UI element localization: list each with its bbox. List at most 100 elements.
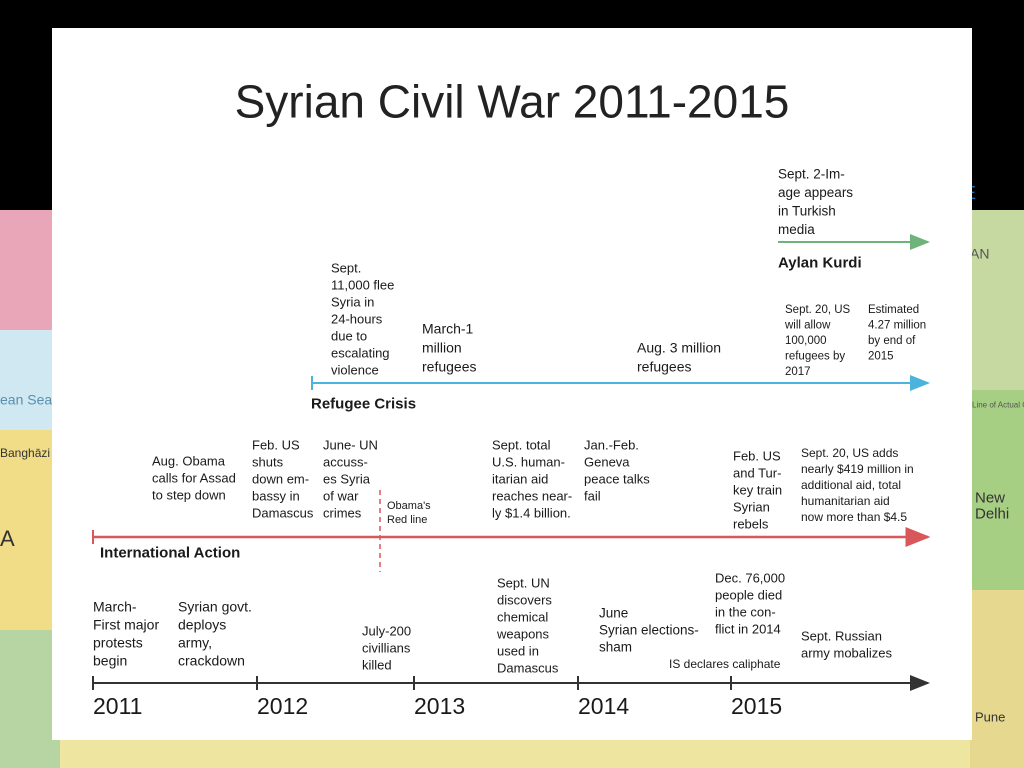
event-text: U.S. human- <box>492 455 565 470</box>
map-label: Pune <box>975 710 1005 725</box>
event-text: ly $1.4 billion. <box>492 506 571 521</box>
map-label: New <box>975 489 1005 506</box>
event-text: March- <box>93 598 137 614</box>
event-text: bassy in <box>252 489 300 504</box>
event-text: discovers <box>497 593 552 608</box>
event-text: protests <box>93 634 143 650</box>
event-text: down em- <box>252 472 309 487</box>
event-text: Sept. 20, US adds <box>801 446 898 460</box>
event-text: begin <box>93 652 127 668</box>
event-text: Syrian <box>733 500 770 515</box>
year-label: 2012 <box>257 693 308 719</box>
event-text: army mobalizes <box>801 646 893 661</box>
event-text: 24-hours <box>331 312 383 327</box>
event-text: nearly $419 million in <box>801 462 914 476</box>
event-text: refugees by <box>785 351 845 363</box>
track-label: Refugee Crisis <box>311 395 416 412</box>
event-text: violence <box>331 363 379 378</box>
event-text: Damascus <box>497 661 559 676</box>
event-text: Dec. 76,000 <box>715 571 785 586</box>
event-text: and Tur- <box>733 466 781 481</box>
event-text: key train <box>733 483 782 498</box>
event-text: Estimated <box>868 304 919 316</box>
event-text: age appears <box>778 185 853 200</box>
year-label: 2013 <box>414 693 465 719</box>
event-text: refugees <box>637 358 691 374</box>
map-label: Delhi <box>975 505 1009 522</box>
event-text: Geneva <box>584 455 630 470</box>
event-text: killed <box>362 658 392 673</box>
event-text: July-200 <box>362 624 411 639</box>
event-text: Sept. UN <box>497 576 550 591</box>
event-text: crackdown <box>178 652 245 668</box>
event-text: Sept. <box>331 261 361 276</box>
event-text: 2015 <box>868 351 894 363</box>
event-text: Obama's <box>387 500 431 512</box>
event-text: million <box>422 339 462 355</box>
event-text: es Syria <box>323 472 371 487</box>
event-text: Sept. 20, US <box>785 304 851 316</box>
event-text: people died <box>715 588 782 603</box>
event-text: now more than $4.5 <box>801 510 907 524</box>
event-text: Syrian govt. <box>178 598 252 614</box>
event-text: humanitarian aid <box>801 494 890 508</box>
event-text: additional aid, total <box>801 478 901 492</box>
event-text: Aug. Obama <box>152 454 226 469</box>
event-text: 2017 <box>785 366 811 378</box>
event-text: sham <box>599 640 632 655</box>
event-text: March-1 <box>422 320 474 336</box>
map-label: ean Sea <box>0 391 52 407</box>
event-text: deploys <box>178 616 226 632</box>
event-text: Syria in <box>331 295 374 310</box>
event-text: media <box>778 222 815 237</box>
event-text: itarian aid <box>492 472 548 487</box>
event-text: weapons <box>496 627 550 642</box>
event-text: flict in 2014 <box>715 622 781 637</box>
event-text: Feb. US <box>733 449 781 464</box>
event-text: in Turkish <box>778 204 836 219</box>
event-text: army, <box>178 634 212 650</box>
event-text: shuts <box>252 455 284 470</box>
event-text: civillians <box>362 641 411 656</box>
event-text: used in <box>497 644 539 659</box>
map-label: AN <box>970 245 989 261</box>
event-text: Sept. Russian <box>801 629 882 644</box>
event-text: Red line <box>387 514 427 526</box>
event-text: Syrian elections- <box>599 623 699 638</box>
event-text: June <box>599 606 628 621</box>
event-text: of war <box>323 489 359 504</box>
event-text: Jan.-Feb. <box>584 438 639 453</box>
event-text: Aug. 3 million <box>637 339 721 355</box>
event-text: Damascus <box>252 506 314 521</box>
event-text: First major <box>93 616 159 632</box>
event-text: June- UN <box>323 438 378 453</box>
event-text: accuss- <box>323 455 368 470</box>
event-text: escalating <box>331 346 390 361</box>
event-text: fail <box>584 489 601 504</box>
map-label: Banghāzi <box>0 446 50 460</box>
event-text: by end of <box>868 335 916 347</box>
event-text: crimes <box>323 506 362 521</box>
event-text: to step down <box>152 488 226 503</box>
year-label: 2015 <box>731 693 782 719</box>
event-text: Feb. US <box>252 438 300 453</box>
event-text: 11,000 flee <box>331 278 394 293</box>
event-text: 4.27 million <box>868 320 926 332</box>
year-label: 2011 <box>93 693 142 719</box>
year-label: 2014 <box>578 693 629 719</box>
title: Syrian Civil War 2011-2015 <box>235 76 790 128</box>
event-text: Sept. total <box>492 438 551 453</box>
event-text: reaches near- <box>492 489 572 504</box>
map-label: Line of Actual Control <box>972 401 1024 410</box>
track-label: International Action <box>100 544 240 561</box>
event-text: peace talks <box>584 472 650 487</box>
track-label: Aylan Kurdi <box>778 254 862 271</box>
event-text: in the con- <box>715 605 776 620</box>
event-text: refugees <box>422 358 476 374</box>
map-label: A <box>0 526 15 551</box>
event-text: 100,000 <box>785 335 827 347</box>
timeline-lines <box>92 234 931 691</box>
event-text: IS declares caliphate <box>669 657 781 671</box>
event-text: Sept. 2-Im- <box>778 167 845 182</box>
